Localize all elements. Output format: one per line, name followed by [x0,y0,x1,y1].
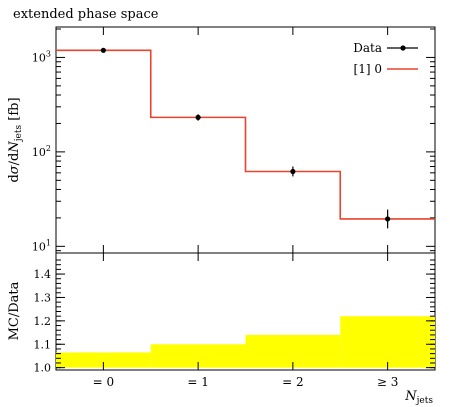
data-point [290,168,296,175]
main-ylabel: dσ/dNjets [fb] [7,97,24,182]
ratio-ytick-label: 1.4 [34,268,52,281]
legend-label-mc: [1] 0 [354,62,382,76]
ratio-ytick-label: 1.2 [34,315,52,328]
xtick-label: ≥ 3 [377,375,399,389]
ratio-band-bin [340,316,435,368]
ratio-ylabel: MC/Data [7,281,22,340]
main-axis-ticks: 101 102 103 [32,27,435,253]
xtick-label: = 1 [187,375,209,389]
ratio-ytick-label: 1.0 [34,362,52,375]
legend: Data [1] 0 [353,41,418,76]
data-point [100,47,106,53]
main-ytick-label: 102 [32,144,51,159]
ratio-ytick-label: 1.1 [34,338,52,351]
chart-title: extended phase space [13,7,159,22]
ratio-panel: 1.0 1.1 1.2 1.3 1.4 = 0 = 1 = 2 ≥ 3 MC/Data [7,252,436,389]
xaxis-label: Njets [404,389,433,406]
main-plot-marks [56,47,435,229]
ratio-band-bin [56,352,151,368]
main-ytick-label: 101 [32,238,51,253]
data-point [385,216,391,222]
main-ytick-label: 103 [32,49,51,64]
ratio-axis-ticks: 1.0 1.1 1.2 1.3 1.4 = 0 = 1 = 2 ≥ 3 [34,253,435,389]
legend-swatch-data-point [400,45,406,51]
ratio-ytick-label: 1.3 [34,291,52,304]
data-point [195,114,201,120]
xtick-label: = 2 [282,375,304,389]
legend-label-data: Data [353,41,382,55]
ratio-band-bin [150,344,246,368]
ratio-band [56,316,435,368]
main-panel: 101 102 103 dσ/dNjets [fb] Data [1] 0 [7,26,436,254]
mc-histogram-line [56,49,435,220]
xtick-label: = 0 [93,375,115,389]
